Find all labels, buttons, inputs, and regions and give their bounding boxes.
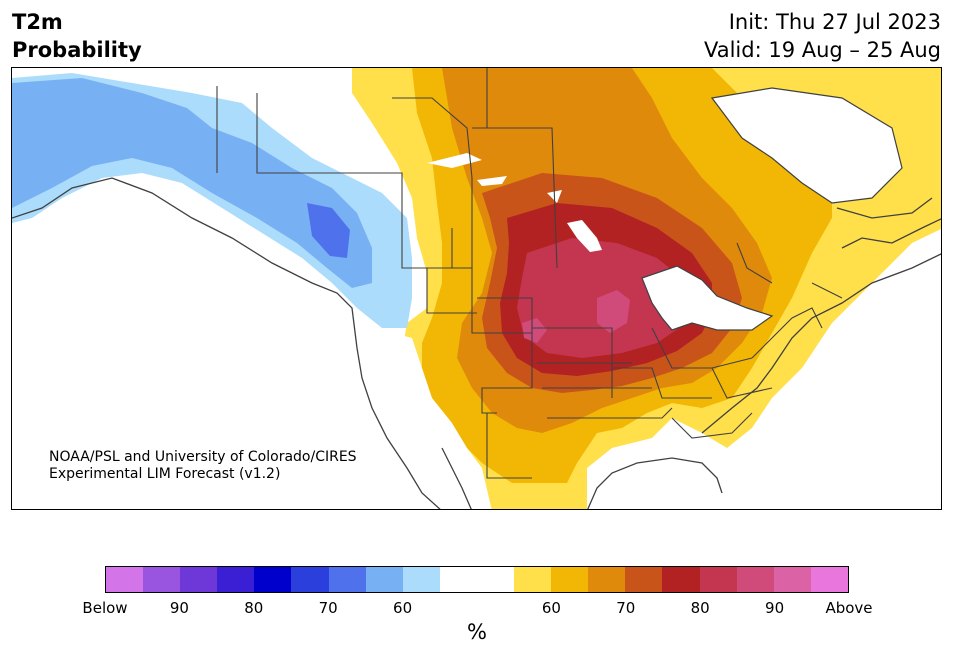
above-85-region-west [522, 318, 547, 343]
colorbar-tick-label: 90 [765, 599, 785, 617]
colorbar-swatch [662, 567, 700, 592]
political-borders [216, 68, 843, 479]
map-title: T2m Probability [12, 8, 142, 64]
colorbar-tick-label: 80 [690, 599, 710, 617]
colorbar-swatch [625, 567, 663, 592]
northern-lake-2 [477, 176, 507, 186]
colorbar-swatch [551, 567, 589, 592]
credit-line-1: NOAA/PSL and University of Colorado/CIRE… [49, 449, 357, 465]
valid-range: Valid: 19 Aug – 25 Aug [703, 38, 941, 62]
colorbar-swatch [106, 567, 144, 592]
forecast-map [11, 67, 942, 510]
credit-line-2: Experimental LIM Forecast (v1.2) [49, 466, 281, 482]
colorbar-swatch [180, 567, 218, 592]
colorbar-swatch [736, 567, 774, 592]
colorbar-swatch [699, 567, 737, 592]
map-canvas [12, 68, 941, 509]
colorbar-swatch [773, 567, 811, 592]
colorbar-swatch [328, 567, 366, 592]
coastlines [12, 177, 941, 509]
hudson-bay [710, 87, 903, 204]
data-credit: NOAA/PSL and University of Colorado/CIRE… [49, 449, 357, 483]
lake-winnipeg [567, 220, 602, 252]
below-65-region [307, 203, 350, 258]
colorbar-unit: % [467, 620, 487, 644]
colorbar-tick-label: 70 [318, 599, 338, 617]
colorbar-tick-label: 80 [244, 599, 264, 617]
colorbar-swatch [365, 567, 403, 592]
colorbar-tick-label: 60 [541, 599, 561, 617]
colorbar-tick-label: Above [825, 599, 873, 617]
forecast-dates: Init: Thu 27 Jul 2023 Valid: 19 Aug – 25… [704, 8, 941, 64]
colorbar [105, 566, 849, 593]
northern-lake-1 [427, 153, 482, 168]
colorbar-tick-label: 90 [169, 599, 189, 617]
colorbar-swatch [810, 567, 848, 592]
colorbar-swatch [291, 567, 329, 592]
great-lakes [641, 265, 774, 331]
colorbar-swatch [476, 567, 515, 592]
above-85-region [597, 290, 630, 333]
colorbar-swatch [588, 567, 626, 592]
colorbar-tick-label: Below [82, 599, 128, 617]
colorbar-swatch [143, 567, 181, 592]
colorbar-tick-label: 70 [616, 599, 636, 617]
colorbar-swatch [439, 567, 477, 592]
title-type: Probability [12, 38, 142, 62]
colorbar-swatch [254, 567, 292, 592]
colorbar-swatch [217, 567, 255, 592]
colorbar-swatch [514, 567, 552, 592]
init-date: Init: Thu 27 Jul 2023 [728, 10, 941, 34]
west-coast-near-normal [342, 308, 492, 509]
title-variable: T2m [12, 10, 63, 34]
colorbar-swatch [402, 567, 440, 592]
colorbar-tick-label: 60 [393, 599, 413, 617]
below-60-region [12, 78, 372, 288]
